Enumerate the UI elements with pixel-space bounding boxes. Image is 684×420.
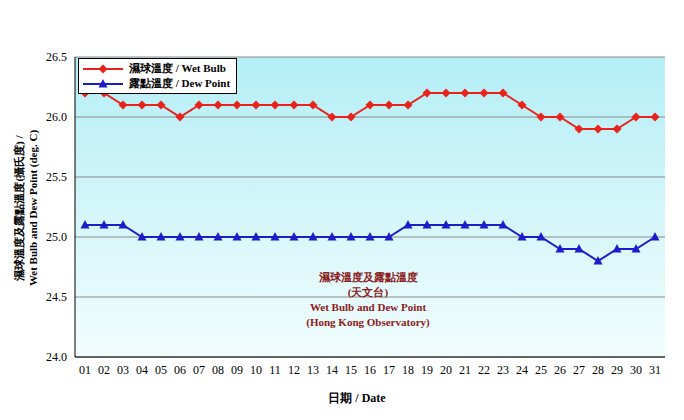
svg-text:29: 29 bbox=[611, 363, 623, 377]
svg-text:03: 03 bbox=[117, 363, 129, 377]
svg-text:20: 20 bbox=[440, 363, 452, 377]
svg-text:24.0: 24.0 bbox=[46, 350, 67, 364]
svg-text:27: 27 bbox=[573, 363, 585, 377]
svg-text:14: 14 bbox=[326, 363, 338, 377]
svg-text:24: 24 bbox=[516, 363, 528, 377]
svg-text:25: 25 bbox=[535, 363, 547, 377]
svg-text:01: 01 bbox=[79, 363, 91, 377]
html-text:日期 / Date: 日期 / Date bbox=[328, 391, 386, 405]
svg-text:05: 05 bbox=[155, 363, 167, 377]
svg-text:25.0: 25.0 bbox=[46, 230, 67, 244]
html-text:(天文台): (天文台) bbox=[347, 286, 389, 298]
html-text:濕球溫度 / Wet Bulb: 濕球溫度 / Wet Bulb bbox=[129, 62, 226, 74]
svg-text:09: 09 bbox=[231, 363, 243, 377]
html-text:露點溫度 / Dew Point: 露點溫度 / Dew Point bbox=[129, 77, 231, 89]
svg-text:16: 16 bbox=[364, 363, 376, 377]
svg-text:26.5: 26.5 bbox=[46, 50, 67, 64]
svg-text:12: 12 bbox=[288, 363, 300, 377]
html-text:(Hong Kong Observatory): (Hong Kong Observatory) bbox=[306, 316, 430, 328]
svg-text:11: 11 bbox=[269, 363, 281, 377]
svg-text:08: 08 bbox=[212, 363, 224, 377]
svg-text:18: 18 bbox=[402, 363, 414, 377]
svg-text:24.5: 24.5 bbox=[46, 290, 67, 304]
html-text:濕球溫度及露點溫度: 濕球溫度及露點溫度 bbox=[318, 271, 418, 283]
svg-text:06: 06 bbox=[174, 363, 186, 377]
html-text:Wet Bulb and Dew Point (deg. C: Wet Bulb and Dew Point (deg. C) bbox=[27, 129, 39, 287]
svg-text:23: 23 bbox=[497, 363, 509, 377]
svg-text:07: 07 bbox=[193, 363, 205, 377]
svg-text:02: 02 bbox=[98, 363, 110, 377]
svg-text:17: 17 bbox=[383, 363, 395, 377]
svg-text:30: 30 bbox=[630, 363, 642, 377]
svg-text:28: 28 bbox=[592, 363, 604, 377]
svg-text:19: 19 bbox=[421, 363, 433, 377]
svg-text:26.0: 26.0 bbox=[46, 110, 67, 124]
svg-text:31: 31 bbox=[649, 363, 661, 377]
svg-text:10: 10 bbox=[250, 363, 262, 377]
svg-text:04: 04 bbox=[136, 363, 148, 377]
svg-text:26: 26 bbox=[554, 363, 566, 377]
svg-text:13: 13 bbox=[307, 363, 319, 377]
svg-text:22: 22 bbox=[478, 363, 490, 377]
html-text:濕球溫度及露點溫度(攝氏度) /: 濕球溫度及露點溫度(攝氏度) / bbox=[13, 135, 25, 281]
svg-text:25.5: 25.5 bbox=[46, 170, 67, 184]
html-text:Wet Bulb and Dew Point: Wet Bulb and Dew Point bbox=[309, 301, 427, 313]
svg-text:15: 15 bbox=[345, 363, 357, 377]
svg-text:21: 21 bbox=[459, 363, 471, 377]
